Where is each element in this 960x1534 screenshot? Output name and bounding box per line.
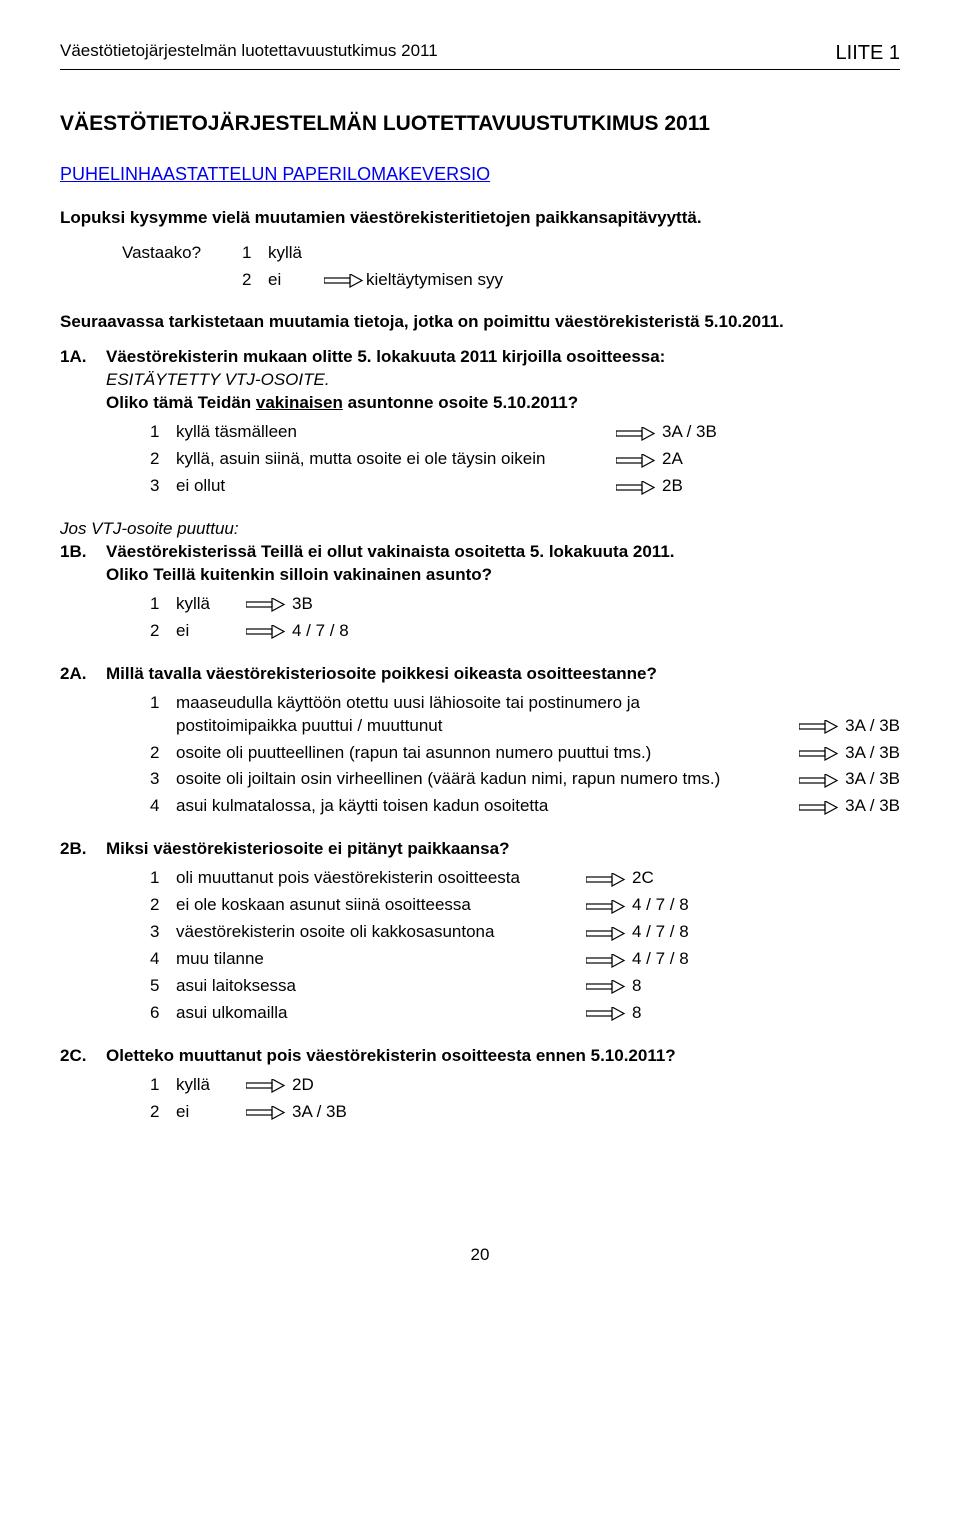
jos-puuttuu: Jos VTJ-osoite puuttuu: (60, 518, 900, 541)
opt-num: 2 (150, 894, 176, 917)
goto-text: 3A / 3B (292, 1101, 347, 1124)
opt-num: 3 (150, 921, 176, 944)
q-text-2a: Millä tavalla väestörekisteriosoite poik… (106, 663, 657, 686)
arrow-icon (586, 927, 622, 939)
goto-text: 3A / 3B (845, 768, 900, 791)
goto-text: 3A / 3B (662, 421, 717, 444)
opt-text: maaseudulla käyttöön otettu uusi lähioso… (176, 692, 789, 738)
arrow-icon (799, 720, 835, 732)
goto-text: 4 / 7 / 8 (292, 620, 349, 643)
opt-num: 2 (150, 620, 176, 643)
opt-text: osoite oli puutteellinen (rapun tai asun… (176, 742, 789, 765)
opt-text: kyllä täsmälleen (176, 421, 606, 444)
opt-text: ei ole koskaan asunut siinä osoitteessa (176, 894, 576, 917)
opt-text: asui laitoksessa (176, 975, 576, 998)
goto-text: 4 / 7 / 8 (632, 921, 689, 944)
goto-text: 8 (632, 1002, 641, 1025)
q-label-2c: 2C. (60, 1045, 106, 1068)
goto-text: 4 / 7 / 8 (632, 948, 689, 971)
q-label-2a: 2A. (60, 663, 106, 686)
q-label-1a: 1A. (60, 346, 106, 415)
arrow-icon (246, 1079, 282, 1091)
header-left: Väestötietojärjestelmän luotettavuustutk… (60, 40, 438, 63)
opt-num: 3 (150, 768, 176, 791)
arrow-icon (586, 954, 622, 966)
arrow-icon (324, 274, 360, 286)
goto-text: kieltäytymisen syy (366, 269, 503, 292)
arrow-icon (586, 980, 622, 992)
goto-text: 3A / 3B (845, 742, 900, 765)
opt-num: 6 (150, 1002, 176, 1025)
intro-text: Lopuksi kysymme vielä muutamien väestöre… (60, 207, 900, 230)
opt-text: asui ulkomailla (176, 1002, 576, 1025)
opt-num: 1 (150, 593, 176, 616)
opt-text: kyllä (176, 593, 236, 616)
goto-text: 2D (292, 1074, 314, 1097)
opt-text: oli muuttanut pois väestörekisterin osoi… (176, 867, 576, 890)
goto-text: 3B (292, 593, 313, 616)
q-text-2c: Oletteko muuttanut pois väestörekisterin… (106, 1045, 676, 1068)
check-text: Seuraavassa tarkistetaan muutamia tietoj… (60, 311, 900, 334)
page-number: 20 (60, 1244, 900, 1267)
arrow-icon (616, 427, 652, 439)
arrow-icon (616, 481, 652, 493)
opt-num: 1 (242, 242, 268, 265)
opt-num: 2 (242, 269, 268, 292)
arrow-icon (246, 1106, 282, 1118)
opt-num: 1 (150, 692, 176, 715)
opt-text: kyllä (268, 242, 302, 265)
opt-num: 3 (150, 475, 176, 498)
opt-num: 2 (150, 1101, 176, 1124)
arrow-icon (586, 873, 622, 885)
goto-text: 3A / 3B (845, 715, 900, 738)
goto-text: 4 / 7 / 8 (632, 894, 689, 917)
goto-text: 2B (662, 475, 683, 498)
opt-num: 1 (150, 1074, 176, 1097)
opt-text: osoite oli joiltain osin virheellinen (v… (176, 768, 789, 791)
q-text-2b: Miksi väestörekisteriosoite ei pitänyt p… (106, 838, 509, 861)
opt-num: 4 (150, 795, 176, 818)
q-label-2b: 2B. (60, 838, 106, 861)
opt-num: 1 (150, 421, 176, 444)
opt-text: ei (176, 1101, 236, 1124)
opt-text: asui kulmatalossa, ja käytti toisen kadu… (176, 795, 789, 818)
q-text-1a: Väestörekisterin mukaan olitte 5. lokaku… (106, 346, 665, 415)
arrow-icon (799, 747, 835, 759)
arrow-icon (799, 801, 835, 813)
arrow-icon (616, 454, 652, 466)
header-right: LIITE 1 (836, 40, 900, 67)
opt-num: 1 (150, 867, 176, 890)
arrow-icon (586, 900, 622, 912)
opt-num: 2 (150, 742, 176, 765)
goto-text: 2A (662, 448, 683, 471)
goto-text: 3A / 3B (845, 795, 900, 818)
opt-num: 5 (150, 975, 176, 998)
opt-text: kyllä, asuin siinä, mutta osoite ei ole … (176, 448, 606, 471)
opt-text: kyllä (176, 1074, 236, 1097)
opt-text: väestörekisterin osoite oli kakkosasunto… (176, 921, 576, 944)
vastaako-label: Vastaako? (122, 242, 242, 265)
opt-num: 2 (150, 448, 176, 471)
arrow-icon (246, 625, 282, 637)
opt-text: ei ollut (176, 475, 606, 498)
arrow-icon (586, 1007, 622, 1019)
goto-text: 2C (632, 867, 654, 890)
page-header: Väestötietojärjestelmän luotettavuustutk… (60, 40, 900, 70)
opt-text: ei (268, 269, 318, 292)
arrow-icon (246, 598, 282, 610)
subtitle-link[interactable]: PUHELINHAASTATTELUN PAPERILOMAKEVERSIO (60, 162, 900, 186)
q-label-1b: 1B. (60, 541, 106, 587)
opt-text: muu tilanne (176, 948, 576, 971)
main-title: VÄESTÖTIETOJÄRJESTELMÄN LUOTETTAVUUSTUTK… (60, 110, 900, 138)
opt-text: ei (176, 620, 236, 643)
arrow-icon (799, 774, 835, 786)
opt-num: 4 (150, 948, 176, 971)
q-text-1b: Väestörekisterissä Teillä ei ollut vakin… (106, 541, 675, 587)
goto-text: 8 (632, 975, 641, 998)
